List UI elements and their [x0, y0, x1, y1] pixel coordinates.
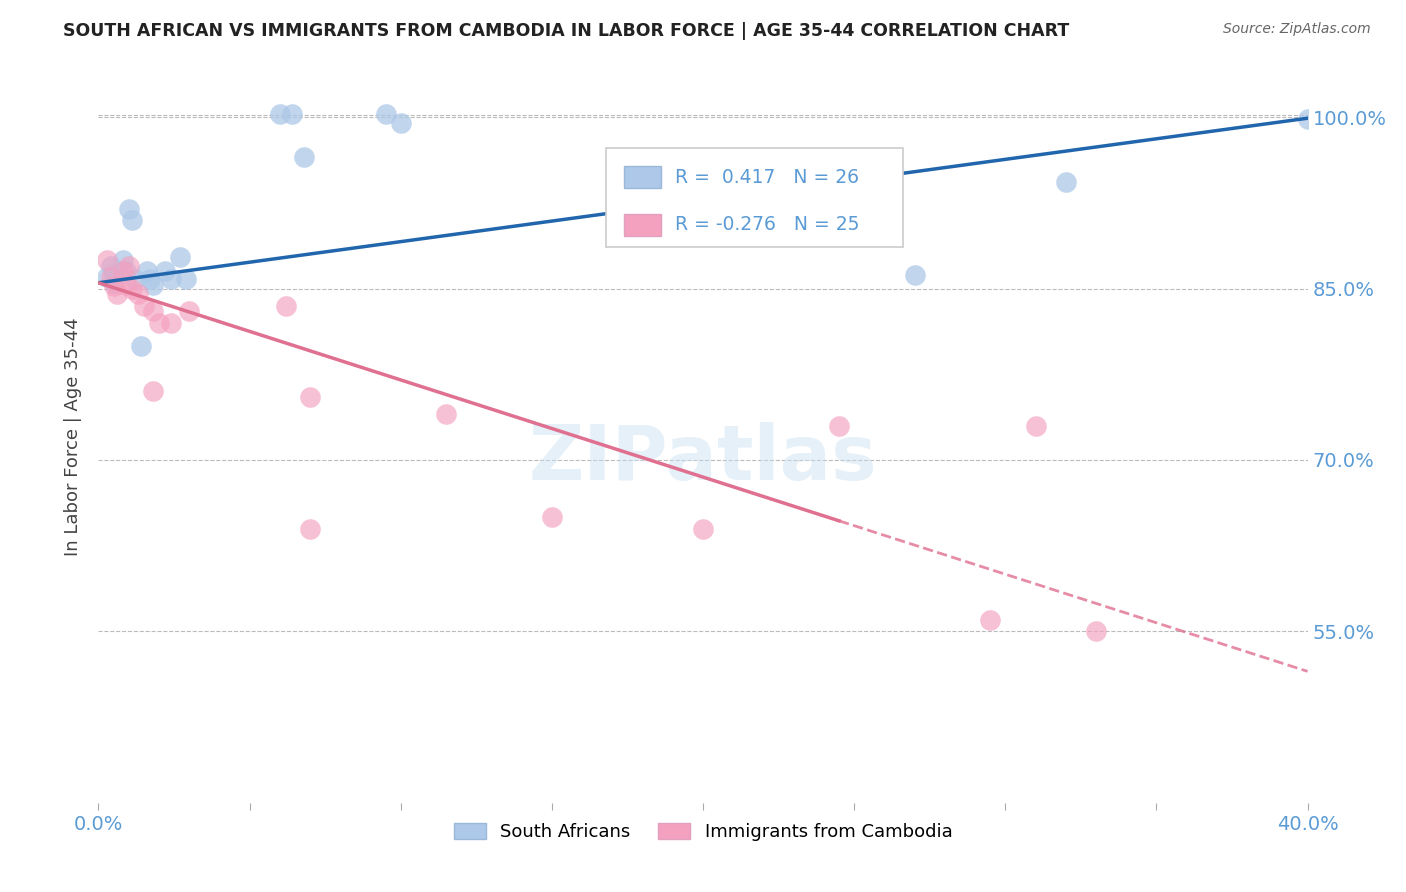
- Point: [692, 521, 714, 535]
- Point: [100, 270, 122, 285]
- Point: [160, 316, 183, 330]
- Point: [111, 264, 134, 278]
- Point: [269, 106, 291, 120]
- Point: [661, 173, 683, 187]
- Point: [100, 259, 122, 273]
- Point: [142, 304, 165, 318]
- Point: [1024, 418, 1046, 433]
- Point: [174, 272, 197, 286]
- FancyBboxPatch shape: [606, 148, 903, 247]
- Point: [828, 418, 851, 433]
- Point: [105, 287, 128, 301]
- Y-axis label: In Labor Force | Age 35-44: In Labor Force | Age 35-44: [65, 318, 83, 557]
- Point: [153, 264, 176, 278]
- Point: [118, 259, 141, 273]
- Point: [139, 272, 162, 286]
- Point: [979, 613, 1001, 627]
- Point: [111, 252, 134, 267]
- Point: [103, 279, 125, 293]
- Point: [540, 510, 562, 524]
- Point: [118, 202, 141, 216]
- Point: [132, 299, 155, 313]
- Point: [124, 272, 146, 286]
- Point: [103, 267, 125, 281]
- Point: [1296, 112, 1319, 127]
- Point: [179, 304, 201, 318]
- FancyBboxPatch shape: [624, 214, 661, 235]
- Point: [129, 338, 152, 352]
- Point: [374, 106, 396, 120]
- Point: [299, 390, 322, 404]
- Point: [114, 278, 136, 293]
- Legend: South Africans, Immigrants from Cambodia: South Africans, Immigrants from Cambodia: [446, 816, 960, 848]
- Point: [127, 287, 149, 301]
- Point: [434, 407, 457, 421]
- FancyBboxPatch shape: [624, 167, 661, 188]
- Point: [121, 213, 143, 227]
- Point: [96, 252, 118, 267]
- Point: [904, 268, 927, 282]
- Point: [160, 272, 183, 286]
- Text: R = -0.276   N = 25: R = -0.276 N = 25: [675, 216, 859, 235]
- Point: [281, 106, 304, 120]
- Text: SOUTH AFRICAN VS IMMIGRANTS FROM CAMBODIA IN LABOR FORCE | AGE 35-44 CORRELATION: SOUTH AFRICAN VS IMMIGRANTS FROM CAMBODI…: [63, 22, 1070, 40]
- Point: [292, 150, 315, 164]
- Text: Source: ZipAtlas.com: Source: ZipAtlas.com: [1223, 22, 1371, 37]
- Point: [103, 276, 125, 290]
- Text: ZIPatlas: ZIPatlas: [529, 422, 877, 496]
- Point: [1085, 624, 1108, 639]
- Point: [169, 250, 191, 264]
- Text: R =  0.417   N = 26: R = 0.417 N = 26: [675, 168, 859, 187]
- Point: [142, 384, 165, 399]
- Point: [114, 264, 136, 278]
- Point: [135, 264, 157, 278]
- Point: [1054, 175, 1077, 189]
- Point: [389, 116, 412, 130]
- Point: [121, 281, 143, 295]
- Point: [142, 278, 165, 293]
- Point: [148, 316, 170, 330]
- Point: [299, 521, 322, 535]
- Point: [96, 270, 118, 285]
- Point: [274, 299, 297, 313]
